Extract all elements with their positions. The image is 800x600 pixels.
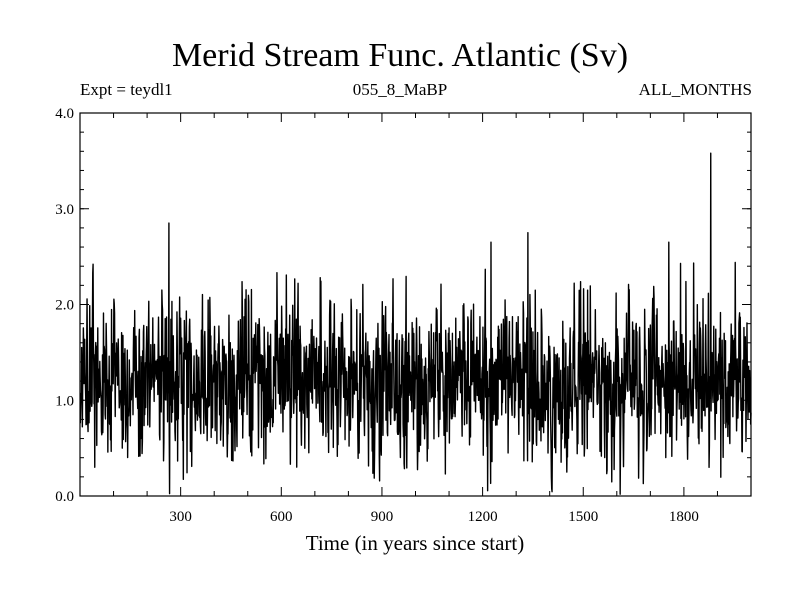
tick-layer: 0.0 1.0 2.0 3.0 4.0 300 600 900 1200 1500 1800 bbox=[55, 106, 751, 525]
x-tick-label: 1200 bbox=[468, 509, 498, 525]
months-label: ALL_MONTHS bbox=[638, 80, 752, 99]
y-tick-label: 2.0 bbox=[55, 298, 74, 314]
x-axis-title: Time (in years since start) bbox=[306, 531, 525, 555]
x-tick-label: 600 bbox=[270, 509, 293, 525]
x-tick-label: 900 bbox=[371, 509, 394, 525]
series-layer bbox=[79, 152, 752, 495]
period-label: 055_8_MaBP bbox=[352, 80, 448, 99]
plot-frame bbox=[79, 112, 752, 497]
y-tick-label: 0.0 bbox=[55, 489, 74, 505]
x-tick-label: 1800 bbox=[669, 509, 699, 525]
x-tick-label: 1500 bbox=[568, 509, 598, 525]
chart-title: Merid Stream Func. Atlantic (Sv) bbox=[171, 37, 629, 74]
y-tick-label: 3.0 bbox=[55, 202, 74, 218]
experiment-label: Expt = teydl1 bbox=[80, 80, 173, 99]
y-tick-label: 1.0 bbox=[55, 393, 74, 409]
y-tick-label: 4.0 bbox=[55, 106, 74, 122]
series-line bbox=[79, 152, 752, 495]
x-tick-label: 300 bbox=[169, 509, 192, 525]
